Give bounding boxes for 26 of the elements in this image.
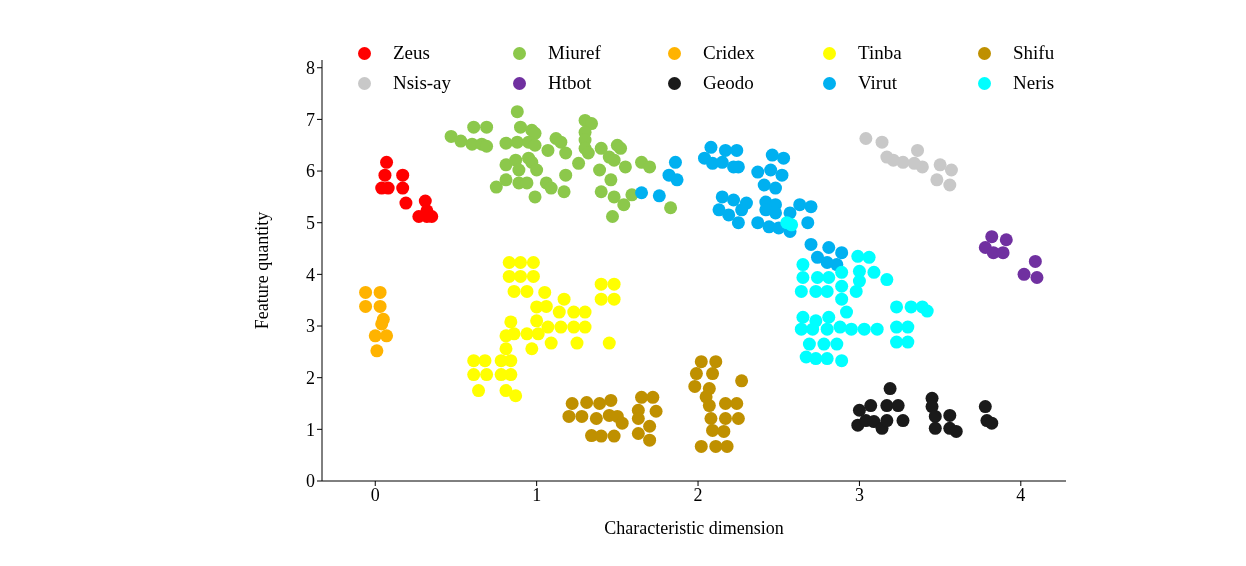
y-tick-label: 8: [306, 58, 315, 79]
legend-label: Shifu: [1013, 42, 1055, 64]
x-tick-label: 2: [693, 484, 703, 505]
y-tick-label: 2: [306, 368, 315, 389]
y-axis-title: Feature quantity: [252, 211, 273, 330]
legend-label: Geodo: [703, 72, 754, 94]
x-tick-label: 1: [532, 484, 542, 505]
y-tick-label: 3: [306, 316, 315, 337]
legend-label: Virut: [858, 72, 897, 94]
y-tick-label: 4: [306, 264, 315, 285]
y-tick-label: 7: [306, 109, 315, 130]
legend-label: Neris: [1013, 72, 1055, 94]
legend-label: Cridex: [703, 42, 755, 64]
x-tick-label: 4: [1016, 484, 1026, 505]
legend-label: Tinba: [858, 42, 902, 64]
x-tick-label: 3: [854, 484, 864, 505]
legend-label: Zeus: [393, 42, 430, 64]
x-tick-label: 0: [370, 484, 380, 505]
x-axis-title: Characteristic dimension: [604, 518, 784, 538]
y-tick-label: 5: [306, 213, 315, 234]
legend-label: Miuref: [548, 42, 601, 64]
legend-label: Htbot: [548, 72, 592, 94]
y-tick-label: 0: [306, 471, 315, 492]
legend-label: Nsis-ay: [393, 72, 452, 94]
y-tick-label: 6: [306, 161, 315, 182]
y-tick-label: 1: [306, 419, 315, 440]
